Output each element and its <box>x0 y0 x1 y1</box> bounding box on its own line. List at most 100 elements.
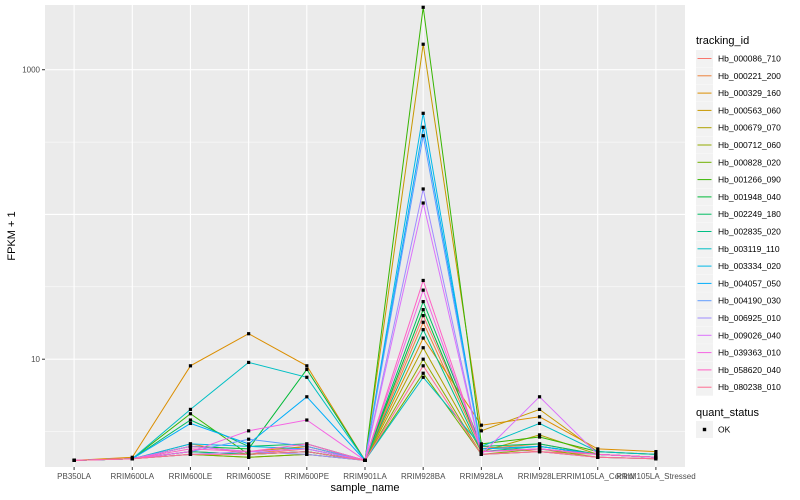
data-point <box>421 328 425 332</box>
data-point <box>247 442 251 446</box>
data-point <box>421 320 425 324</box>
legend-label: Hb_006925_010 <box>718 313 781 323</box>
data-point <box>188 407 193 412</box>
data-point <box>421 336 425 340</box>
data-point <box>188 442 193 446</box>
data-point <box>537 395 542 399</box>
data-point <box>537 449 542 454</box>
x-tick-label: RRIM928BA <box>401 472 446 481</box>
data-point <box>421 308 425 312</box>
data-point <box>247 444 251 448</box>
data-point <box>479 442 483 446</box>
legend-label: Hb_000086_710 <box>718 54 781 64</box>
legend-title: tracking_id <box>696 35 749 47</box>
data-point <box>247 429 251 433</box>
data-point <box>537 447 542 451</box>
data-point <box>247 437 251 441</box>
data-point <box>305 449 309 454</box>
shape-legend: quant_status OK <box>696 407 759 438</box>
data-point <box>654 457 658 461</box>
x-tick-label: RRIM105LA_Control <box>561 472 635 481</box>
legend-items: Hb_000086_710 Hb_000221_200 Hb_000329_160 H… <box>696 50 781 396</box>
shape-legend-items: OK <box>696 421 731 438</box>
legend-label: Hb_000679_070 <box>718 123 781 133</box>
data-point <box>305 367 309 372</box>
data-point <box>421 300 425 304</box>
legend-label: Hb_000329_160 <box>718 88 781 98</box>
data-point <box>421 346 425 350</box>
data-point <box>247 447 251 451</box>
data-point <box>537 421 542 426</box>
x-tick-label: PB350LA <box>57 472 91 481</box>
legend-label: Hb_000712_060 <box>718 140 781 150</box>
y-axis: 10 1000 <box>22 66 45 364</box>
x-tick-label: RRIM901LA <box>343 472 387 481</box>
data-point <box>421 201 425 205</box>
data-point <box>479 449 483 454</box>
data-point <box>247 455 251 459</box>
data-point <box>537 415 542 419</box>
data-point <box>596 452 600 456</box>
data-point <box>305 395 309 399</box>
legend-label: Hb_009026_040 <box>718 330 781 340</box>
data-point <box>537 435 542 439</box>
data-point <box>305 447 309 451</box>
data-point <box>537 442 542 446</box>
x-tick-label: RRIM600LA <box>110 472 154 481</box>
legend-label: Hb_001948_040 <box>718 192 781 202</box>
data-point <box>305 418 309 422</box>
points-layer <box>72 5 658 462</box>
data-point <box>188 364 193 368</box>
x-tick-label: RRIM105LA_Stressed <box>616 472 696 481</box>
data-point <box>247 332 251 336</box>
data-point <box>479 444 483 448</box>
y-axis-title: FPKM + 1 <box>6 211 18 260</box>
y-tick-label: 10 <box>31 355 40 364</box>
data-point <box>596 449 600 454</box>
data-point <box>421 288 425 292</box>
data-point <box>596 455 600 459</box>
data-point <box>421 371 425 375</box>
data-point <box>188 412 193 416</box>
legend-label: Hb_003334_020 <box>718 261 781 271</box>
data-point <box>421 375 425 379</box>
legend-label: Hb_004057_050 <box>718 278 781 288</box>
data-point <box>247 360 251 365</box>
data-point <box>654 449 658 454</box>
legend-label: Hb_039363_010 <box>718 348 781 358</box>
data-point <box>421 314 425 318</box>
legend-label: Hb_002249_180 <box>718 209 781 219</box>
data-point <box>421 278 425 283</box>
data-point <box>188 444 193 448</box>
legend-label: Hb_004190_030 <box>718 296 781 306</box>
data-point <box>130 457 134 461</box>
legend-label: Hb_058620_040 <box>718 365 781 375</box>
data-point <box>305 375 309 379</box>
data-point <box>305 444 309 448</box>
data-point <box>421 5 425 9</box>
data-point <box>72 458 76 462</box>
data-point <box>421 125 425 129</box>
data-point <box>305 442 309 446</box>
x-axis-title: sample_name <box>330 482 399 494</box>
shape-legend-point <box>702 427 707 432</box>
legend-label: Hb_003119_110 <box>718 244 780 254</box>
data-point <box>188 418 193 422</box>
legend-label: Hb_080238_010 <box>718 382 781 392</box>
data-point <box>479 429 483 433</box>
legend-label: Hb_002835_020 <box>718 227 781 237</box>
x-tick-label: RRIM928LE <box>518 472 562 481</box>
data-point <box>479 452 483 456</box>
grid-major <box>45 5 685 467</box>
data-point <box>596 447 600 451</box>
legend-label: Hb_000221_200 <box>718 71 781 81</box>
legend-label: Hb_000563_060 <box>718 105 781 115</box>
x-tick-label: RRIM600SE <box>226 472 270 481</box>
data-point <box>188 452 193 456</box>
shape-legend-title: quant_status <box>696 407 759 419</box>
data-point <box>421 364 425 368</box>
x-tick-label: RRIM600LE <box>169 472 213 481</box>
legend: tracking_id Hb_000086_710Hb_000221_200Hb… <box>696 35 781 396</box>
data-point <box>537 433 542 437</box>
data-point <box>537 407 542 412</box>
